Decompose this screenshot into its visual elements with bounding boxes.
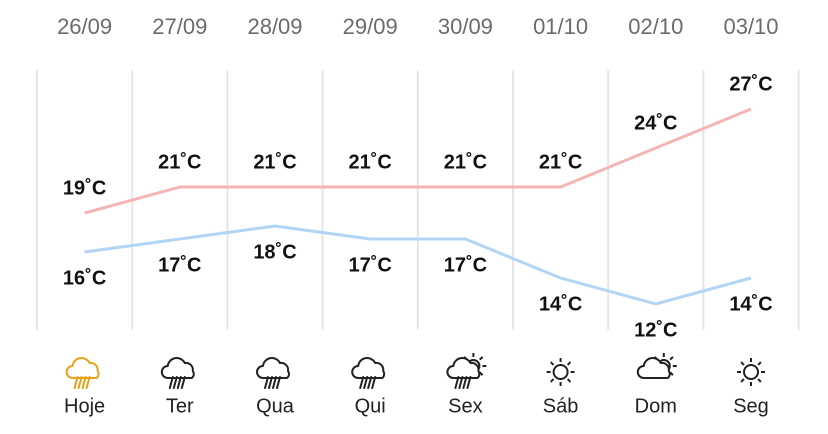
date-label: 28/09 <box>247 14 302 39</box>
sun-ray <box>566 378 572 383</box>
cloud <box>351 357 386 379</box>
day-label: Hoje <box>64 395 105 417</box>
rain-drop <box>272 376 277 389</box>
day-label: Sáb <box>543 395 579 417</box>
temperature-label: 21˚C <box>158 150 201 173</box>
date-label: 03/10 <box>723 14 778 39</box>
day-label: Dom <box>635 395 677 417</box>
temperature-label: 27˚C <box>729 72 772 95</box>
rain-drop <box>264 376 269 389</box>
temperature-label: 21˚C <box>349 150 392 173</box>
rain-drop <box>363 376 369 389</box>
sun-ray <box>757 361 762 366</box>
date-label: 29/09 <box>343 14 398 39</box>
cloud <box>160 357 195 379</box>
rain-drop <box>466 376 472 389</box>
temperature-label: 17˚C <box>349 253 392 276</box>
cloud <box>256 357 290 379</box>
cloud <box>446 357 481 379</box>
temperature-line <box>84 224 752 306</box>
weather-icon <box>446 353 487 389</box>
weather-icon <box>546 358 575 386</box>
temperature-label: 19˚C <box>63 176 106 199</box>
temperature-label: 24˚C <box>634 111 677 134</box>
rain-drop <box>359 376 365 389</box>
sun-ray <box>549 361 555 366</box>
temperature-label: 14˚C <box>729 292 772 315</box>
weather-icon <box>65 357 100 389</box>
temperature-label: 14˚C <box>539 292 582 315</box>
sun-ray <box>479 356 484 361</box>
day-label: Sex <box>448 395 482 417</box>
sun-ray <box>566 361 572 366</box>
rain-drop <box>458 376 464 389</box>
sun-ray <box>669 356 674 361</box>
weather-icon <box>256 357 290 389</box>
rain-drop <box>454 376 460 389</box>
rain-drop <box>168 376 174 389</box>
day-label: Seg <box>733 395 769 417</box>
temperature-line <box>84 107 752 215</box>
day-label: Ter <box>166 395 194 417</box>
date-label: 26/09 <box>57 14 112 39</box>
rain-drop <box>81 376 87 389</box>
sun-ray <box>757 378 762 383</box>
cloud <box>65 357 100 379</box>
sun <box>743 364 759 380</box>
day-label: Qua <box>256 395 295 417</box>
temperature-label: 21˚C <box>444 150 487 173</box>
temperature-label: 21˚C <box>539 150 582 173</box>
rain-drop <box>73 376 79 389</box>
rain-drop <box>180 376 186 389</box>
rain-drop <box>77 376 83 389</box>
temperature-label: 12˚C <box>634 318 677 341</box>
date-label: 27/09 <box>152 14 207 39</box>
rain-drop <box>371 376 377 389</box>
weather-icon <box>351 357 386 389</box>
rain-drop <box>462 376 468 389</box>
temperature-label: 17˚C <box>158 253 201 276</box>
date-label: 01/10 <box>533 14 588 39</box>
sun-ray <box>740 361 745 366</box>
sun-ray <box>740 378 745 383</box>
sun <box>552 364 569 380</box>
temperature-label: 21˚C <box>253 150 296 173</box>
date-label: 02/10 <box>628 14 683 39</box>
cloud <box>636 357 671 379</box>
date-label: 30/09 <box>438 14 493 39</box>
rain-drop <box>172 376 178 389</box>
weather-icon <box>636 353 677 379</box>
weather-icon <box>160 357 195 389</box>
rain-drop <box>176 376 182 389</box>
rain-drop <box>367 376 373 389</box>
weather-icon <box>737 358 765 386</box>
day-label: Qui <box>355 395 386 417</box>
rain-drop <box>276 376 281 389</box>
rain-drop <box>85 376 91 389</box>
temperature-label: 18˚C <box>253 240 296 263</box>
temperature-label: 16˚C <box>63 266 106 289</box>
rain-drop <box>268 376 273 389</box>
sun-ray <box>549 378 555 383</box>
temperature-label: 17˚C <box>444 253 487 276</box>
